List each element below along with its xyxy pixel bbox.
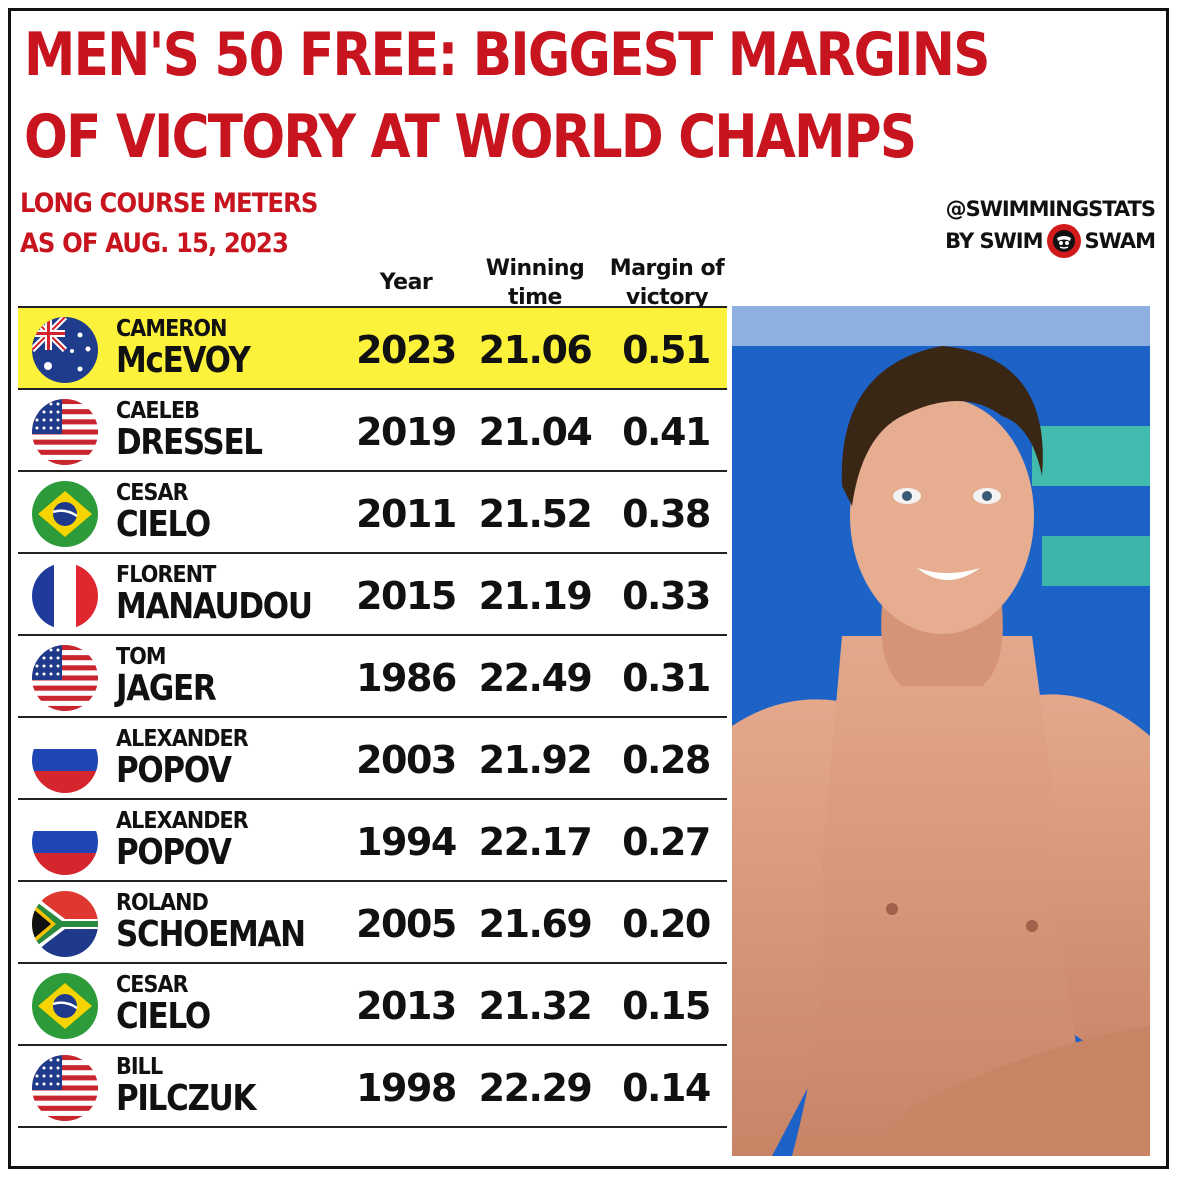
brand-handle: @SWIMMINGSTATS: [945, 197, 1156, 221]
swimmer-last-name: McEVOY: [116, 340, 251, 381]
year-cell: 2011: [356, 492, 457, 536]
year-cell: 2013: [356, 984, 457, 1028]
winning-time-cell: 21.04: [478, 410, 593, 454]
flag-france-icon: [32, 563, 98, 629]
swimmer-last-name: DRESSEL: [116, 422, 263, 463]
margin-cell: 0.38: [622, 492, 711, 536]
winning-time-cell: 21.69: [478, 902, 593, 946]
table-row: TOM JAGER 1986 22.49 0.31: [18, 634, 727, 716]
column-header-margin: Margin of victory: [609, 256, 725, 310]
margin-cell: 0.41: [622, 410, 711, 454]
winning-time-cell: 21.32: [478, 984, 593, 1028]
brand-by-right: SWAM: [1084, 229, 1156, 253]
swimmer-last-name: CIELO: [116, 996, 211, 1037]
year-cell: 1994: [356, 820, 457, 864]
swimmer-last-name: PILCZUK: [116, 1078, 257, 1119]
table-row: ROLAND SCHOEMAN 2005 21.69 0.20: [18, 880, 727, 962]
margin-cell: 0.27: [622, 820, 711, 864]
winning-time-cell: 22.17: [478, 820, 593, 864]
year-cell: 2019: [356, 410, 457, 454]
swimmer-first-name: CESAR: [116, 480, 189, 506]
swimmer-first-name: TOM: [116, 644, 167, 670]
year-cell: 2015: [356, 574, 457, 618]
winning-time-cell: 21.19: [478, 574, 593, 618]
winning-time-cell: 21.06: [478, 328, 593, 372]
year-cell: 2005: [356, 902, 457, 946]
margin-cell: 0.15: [622, 984, 711, 1028]
flag-united-states-icon: [32, 399, 98, 465]
table-row: CESAR CIELO 2013 21.32 0.15: [18, 962, 727, 1044]
margin-cell: 0.33: [622, 574, 711, 618]
table-row: CAMERON McEVOY 2023 21.06 0.51: [18, 306, 727, 388]
swimmer-first-name: FLORENT: [116, 562, 216, 588]
brand-by-left: BY SWIM: [945, 229, 1043, 253]
swimswam-logo-icon: [1046, 224, 1081, 258]
table-row: CESAR CIELO 2011 21.52 0.38: [18, 470, 727, 552]
chart-subtitle: LONG COURSE METERS AS OF AUG. 15, 2023: [20, 184, 318, 264]
winning-time-cell: 22.49: [478, 656, 593, 700]
flag-brazil-icon: [32, 481, 98, 547]
swimmer-last-name: SCHOEMAN: [116, 914, 306, 955]
table-row: FLORENT MANAUDOU 2015 21.19 0.33: [18, 552, 727, 634]
year-cell: 2023: [356, 328, 457, 372]
column-header-year: Year: [379, 270, 433, 295]
table-row: ALEXANDER POPOV 2003 21.92 0.28: [18, 716, 727, 798]
swimmer-first-name: ALEXANDER: [116, 808, 249, 834]
title-line-2: OF VICTORY AT WORLD CHAMPS: [24, 102, 917, 172]
year-cell: 1998: [356, 1066, 457, 1110]
swimmer-last-name: MANAUDOU: [116, 586, 313, 627]
subtitle-line-2: AS OF AUG. 15, 2023: [20, 228, 289, 259]
flag-brazil-icon: [32, 973, 98, 1039]
swimmer-photo: [732, 306, 1150, 1156]
swimmer-last-name: JAGER: [116, 668, 217, 709]
winning-time-cell: 21.92: [478, 738, 593, 782]
table-row: BILL PILCZUK 1998 22.29 0.14: [18, 1044, 727, 1128]
flag-united-states-icon: [32, 1055, 98, 1121]
margin-cell: 0.28: [622, 738, 711, 782]
swimmer-last-name: POPOV: [116, 832, 232, 873]
winning-time-cell: 22.29: [478, 1066, 593, 1110]
margin-cell: 0.20: [622, 902, 711, 946]
swimmer-first-name: CESAR: [116, 972, 189, 998]
subtitle-line-1: LONG COURSE METERS: [20, 188, 318, 219]
title-line-1: MEN'S 50 FREE: BIGGEST MARGINS: [24, 20, 990, 90]
swimmer-first-name: CAMERON: [116, 316, 227, 342]
flag-russia-icon: [32, 809, 98, 875]
margin-cell: 0.31: [622, 656, 711, 700]
results-table: CAMERON McEVOY 2023 21.06 0.51 CAELEB DRESSEL 2…: [18, 306, 727, 1128]
swimmer-first-name: CAELEB: [116, 398, 200, 424]
table-row: CAELEB DRESSEL 2019 21.04 0.41: [18, 388, 727, 470]
flag-united-states-icon: [32, 645, 98, 711]
brand-byline: BY SWIM SWAM: [945, 224, 1156, 258]
flag-south-africa-icon: [32, 891, 98, 957]
year-cell: 1986: [356, 656, 457, 700]
swimmer-first-name: ROLAND: [116, 890, 209, 916]
swimmer-first-name: BILL: [116, 1054, 163, 1080]
swimmer-last-name: CIELO: [116, 504, 211, 545]
swimmer-first-name: ALEXANDER: [116, 726, 249, 752]
table-row: ALEXANDER POPOV 1994 22.17 0.27: [18, 798, 727, 880]
margin-cell: 0.51: [622, 328, 711, 372]
margin-cell: 0.14: [622, 1066, 711, 1110]
flag-australia-icon: [32, 317, 98, 383]
flag-russia-icon: [32, 727, 98, 793]
swimmer-last-name: POPOV: [116, 750, 232, 791]
winning-time-cell: 21.52: [478, 492, 593, 536]
brand-credit: @SWIMMINGSTATS BY SWIM SWAM: [945, 194, 1156, 258]
year-cell: 2003: [356, 738, 457, 782]
column-header-winning-time: Winning time: [485, 256, 585, 310]
chart-title: MEN'S 50 FREE: BIGGEST MARGINS OF VICTOR…: [24, 14, 990, 178]
